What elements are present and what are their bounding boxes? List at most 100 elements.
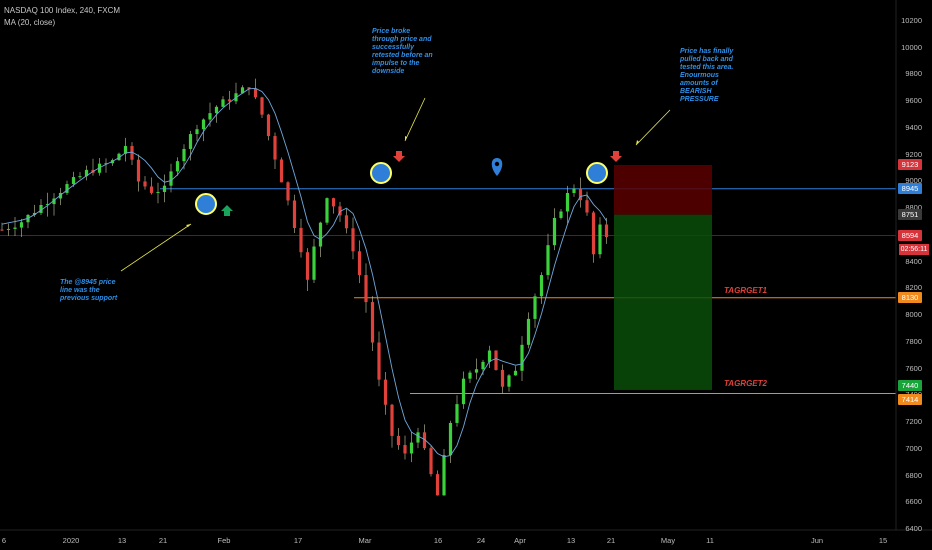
candle-body [552,217,557,246]
candle-body [318,222,323,247]
time-tick: 13 [117,536,127,545]
countdown-label: 02:56:11 [899,244,929,255]
candle-body [117,153,121,161]
candle-body [188,134,193,149]
candle-body [214,106,219,114]
top-annotation[interactable]: Price broke through price and successful… [372,28,433,75]
price-tick: 8000 [905,310,922,320]
price-tick: 6400 [905,524,922,533]
candle-body [494,350,498,370]
candle-body [195,129,199,135]
candle-body [487,350,492,362]
candle-body [370,302,375,343]
candle-body [338,206,342,216]
marker-circle [586,162,608,184]
price-tick: 9200 [905,149,922,159]
candle-body [286,182,290,201]
time-tick: 6 [1,536,7,545]
time-tick: 16 [433,536,443,545]
price-tick: 9600 [905,96,922,106]
candle-body [377,342,381,380]
candle-body [526,318,531,345]
time-tick: 17 [293,536,303,545]
price-tick: 6600 [905,497,922,507]
time-tick: 2020 [62,536,80,545]
candle-body [279,159,284,183]
candle-body [383,379,388,405]
candle-body [175,161,180,172]
price-label: 8751 [898,209,922,221]
arrowhead-icon [636,140,639,145]
candle-body [312,246,316,280]
price-tick: 8400 [905,256,922,266]
price-tick: 10000 [901,42,922,52]
candle-body [78,176,82,178]
price-label: 8594 [898,230,922,242]
candle-body [32,212,37,215]
candle-body [591,212,596,255]
target2-label[interactable]: TAGRGET2 [724,379,767,388]
candles [0,78,609,496]
price-tick: 9400 [905,122,922,132]
moving-average-line [1,87,607,458]
candle-body [468,372,472,379]
time-tick: Apr [514,536,526,545]
candle-body [266,114,271,137]
candle-body [351,228,355,252]
candle-body [585,200,589,213]
candle-body [45,204,50,206]
symbol-title: NASDAQ 100 Index, 240, FXCM [4,6,121,15]
candle-body [396,435,401,446]
pointer-arrow [635,109,671,146]
candle-body [260,97,264,115]
candle-body [201,119,206,130]
candle-body [123,146,128,154]
candle-body [572,188,576,193]
candle-body [143,181,147,187]
candle-body [130,146,134,160]
time-tick: May [660,536,676,545]
candle-body [136,159,141,182]
candle-body [65,184,69,193]
candle-body [39,204,43,213]
candle-body [565,192,570,212]
candle-body [429,448,433,475]
candle-body [273,136,277,160]
right-annotation[interactable]: Price has finally pulled back and tested… [680,48,734,103]
candle-body [344,215,349,229]
candle-body [448,422,453,456]
candle-body [435,474,440,496]
price-label: 7440 [898,380,922,392]
price-tick: 10200 [901,16,922,25]
profit-zone [614,214,712,390]
candle-body [442,455,446,496]
left-annotation[interactable]: The @8945 price line was the previous su… [60,279,118,302]
candle-body [578,188,583,201]
location-pin-dot [494,161,500,167]
target1-label[interactable]: TAGRGET1 [724,286,767,295]
candle-body [416,432,420,443]
candle-body [520,344,524,371]
candle-body [253,88,258,98]
marker-circle [370,162,392,184]
candle-body [6,228,11,230]
candle-body [507,375,511,387]
time-tick: 24 [476,536,486,545]
indicator-legend[interactable]: MA (20, close) [4,18,56,27]
candle-body [325,198,329,223]
price-label: 7414 [898,393,922,405]
price-tick: 7800 [905,336,922,346]
location-pin-icon [491,158,503,176]
candle-body [481,361,485,370]
marker-circle [195,193,217,215]
candle-body [357,251,362,276]
candle-body [546,245,550,276]
stop-loss-zone [614,164,712,215]
candle-body [533,296,537,319]
candle-body [461,378,466,405]
candle-body [331,198,336,207]
candle-body [364,275,368,303]
arrowhead-icon [405,136,407,141]
candle-body [71,177,76,185]
